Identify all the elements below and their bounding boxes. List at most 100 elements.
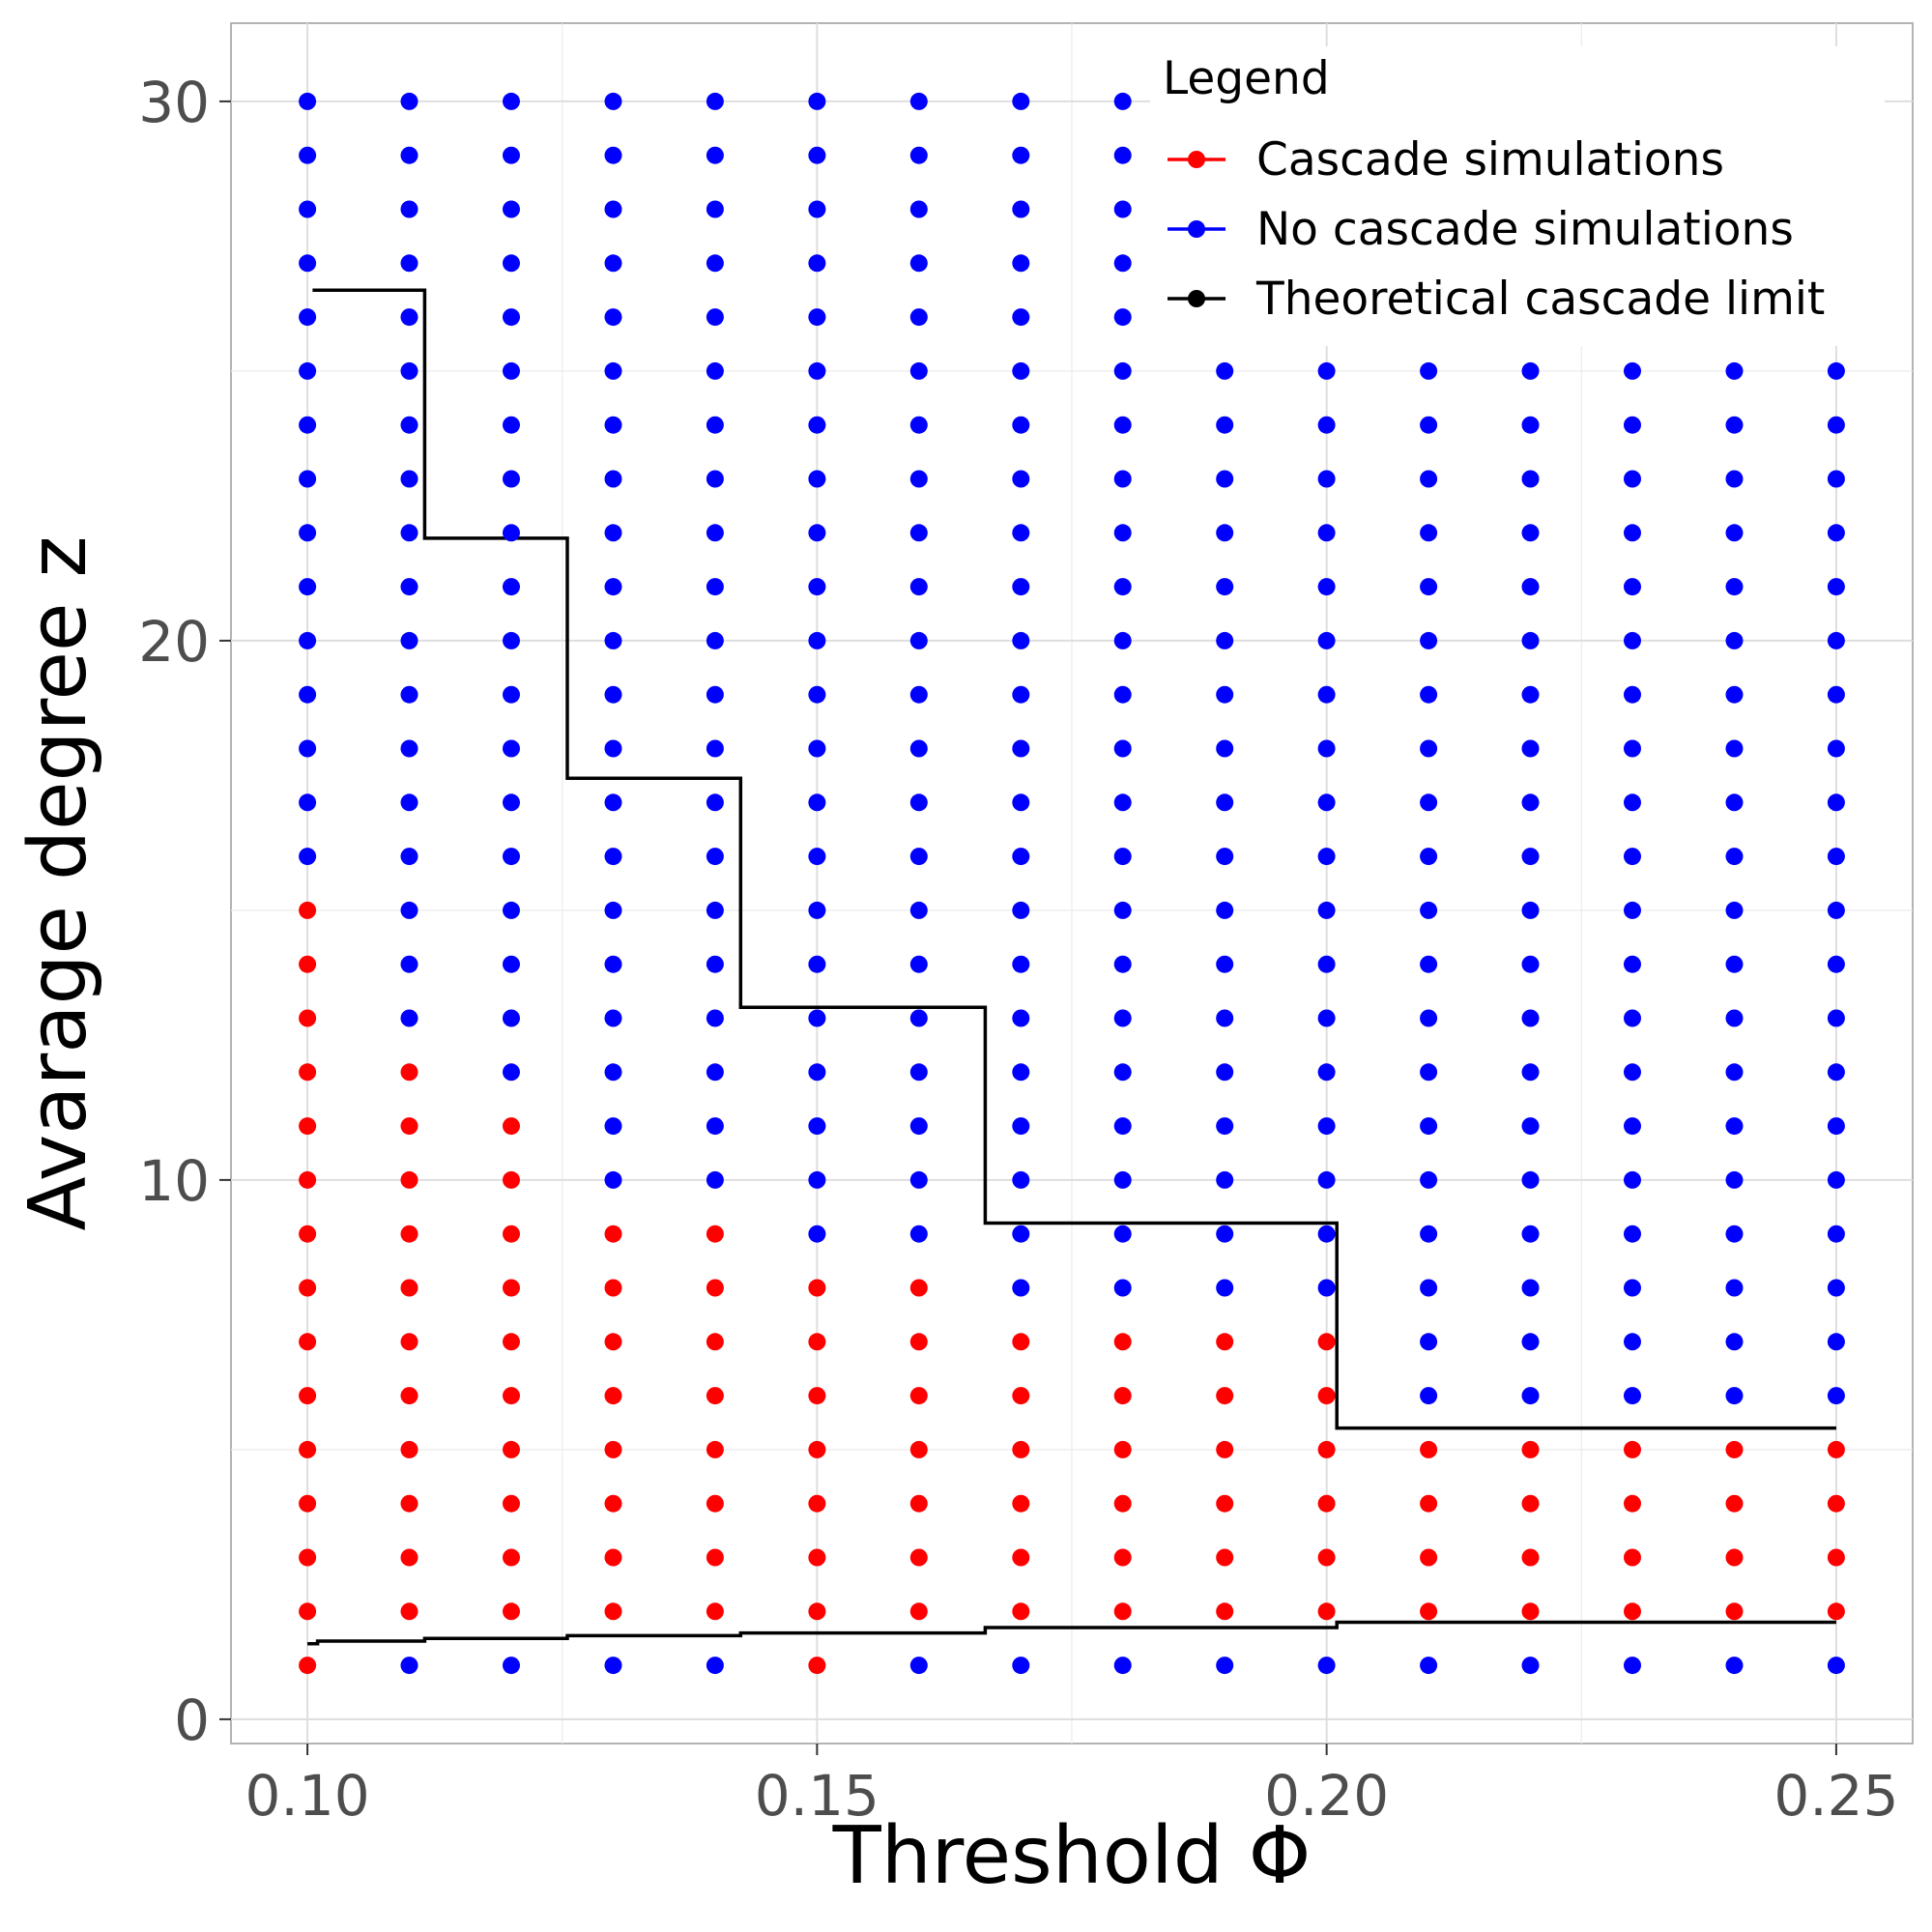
no-cascade-point	[1216, 1170, 1234, 1189]
cascade-point	[1012, 1387, 1030, 1405]
no-cascade-point	[1624, 848, 1641, 866]
no-cascade-point	[1420, 578, 1438, 596]
no-cascade-point	[400, 200, 418, 218]
axis-tick-labels: 0.10 0.15 0.20 0.25 0 10 20 30	[138, 70, 1898, 1829]
cascade-point	[604, 1225, 622, 1243]
no-cascade-point	[1827, 848, 1845, 866]
cascade-point	[1317, 1494, 1336, 1513]
no-cascade-point	[1012, 1225, 1030, 1243]
no-cascade-point	[1827, 416, 1845, 434]
no-cascade-point	[1725, 416, 1744, 434]
no-cascade-point	[400, 1657, 418, 1675]
cascade-point	[604, 1494, 622, 1513]
x-axis-title: Threshold Φ	[832, 1810, 1312, 1902]
no-cascade-point	[1317, 955, 1336, 973]
no-cascade-point	[1624, 524, 1641, 542]
no-cascade-point	[604, 1117, 622, 1136]
legend-label-cascade: Cascade simulations	[1256, 133, 1724, 187]
no-cascade-point	[1521, 1279, 1540, 1297]
no-cascade-point	[1827, 524, 1845, 542]
cascade-point	[400, 1279, 418, 1297]
no-cascade-point	[1827, 1333, 1845, 1351]
cascade-point	[1624, 1548, 1641, 1567]
no-cascade-point	[1420, 361, 1438, 380]
no-cascade-point	[400, 848, 418, 866]
no-cascade-point	[1521, 631, 1540, 649]
no-cascade-point	[299, 685, 317, 704]
no-cascade-point	[1725, 361, 1744, 380]
no-cascade-point	[299, 416, 317, 434]
cascade-point	[1827, 1440, 1845, 1458]
cascade-point	[1317, 1548, 1336, 1567]
no-cascade-point	[1012, 254, 1030, 273]
cascade-point	[400, 1387, 418, 1405]
no-cascade-point	[1012, 1170, 1030, 1189]
cascade-point	[1216, 1387, 1234, 1405]
cascade-point	[706, 1333, 724, 1351]
no-cascade-point	[1012, 901, 1030, 919]
cascade-point	[1113, 1387, 1132, 1405]
cascade-point	[808, 1440, 826, 1458]
no-cascade-point	[1216, 901, 1234, 919]
no-cascade-point	[909, 1657, 928, 1675]
no-cascade-point	[1113, 524, 1132, 542]
cascade-point	[706, 1225, 724, 1243]
no-cascade-point	[1827, 793, 1845, 812]
no-cascade-point	[706, 1009, 724, 1027]
no-cascade-point	[1725, 1117, 1744, 1136]
no-cascade-point	[1317, 685, 1336, 704]
no-cascade-point	[1113, 1009, 1132, 1027]
no-cascade-point	[400, 308, 418, 327]
no-cascade-point	[1216, 793, 1234, 812]
no-cascade-point	[1012, 955, 1030, 973]
no-cascade-point	[1420, 524, 1438, 542]
no-cascade-point	[1216, 416, 1234, 434]
no-cascade-point	[1317, 739, 1336, 758]
no-cascade-point	[1113, 92, 1132, 110]
cascade-point	[400, 1548, 418, 1567]
no-cascade-point	[1012, 524, 1030, 542]
no-cascade-point	[1012, 1279, 1030, 1297]
no-cascade-point	[503, 578, 520, 596]
no-cascade-point	[1420, 739, 1438, 758]
cascade-point	[1113, 1333, 1132, 1351]
no-cascade-point	[909, 92, 928, 110]
cascade-point	[400, 1440, 418, 1458]
cascade-point	[299, 1009, 317, 1027]
no-cascade-point	[503, 254, 520, 273]
cascade-point	[1113, 1494, 1132, 1513]
no-cascade-point	[400, 1009, 418, 1027]
no-cascade-point	[909, 793, 928, 812]
x-tick-label: 0.20	[1264, 1763, 1389, 1829]
cascade-point	[706, 1387, 724, 1405]
no-cascade-point	[1012, 361, 1030, 380]
no-cascade-point	[909, 1225, 928, 1243]
no-cascade-point	[299, 200, 317, 218]
cascade-point	[1317, 1387, 1336, 1405]
no-cascade-point	[1317, 848, 1336, 866]
legend-key-point-cascade	[1188, 151, 1205, 168]
no-cascade-point	[503, 955, 520, 973]
cascade-limit-upper-line	[312, 288, 1836, 1430]
no-cascade-point	[1624, 793, 1641, 812]
cascade-point	[1624, 1440, 1641, 1458]
cascade-point	[299, 1279, 317, 1297]
no-cascade-point	[1827, 955, 1845, 973]
no-cascade-point	[1012, 200, 1030, 218]
no-cascade-point	[503, 793, 520, 812]
no-cascade-point	[1113, 146, 1132, 164]
no-cascade-point	[1827, 685, 1845, 704]
cascade-point	[604, 1387, 622, 1405]
no-cascade-point	[1012, 1009, 1030, 1027]
cascade-point	[1420, 1440, 1438, 1458]
no-cascade-point	[706, 308, 724, 327]
cascade-point	[1624, 1602, 1641, 1621]
no-cascade-point	[604, 955, 622, 973]
no-cascade-point	[604, 1657, 622, 1675]
cascade-point	[1420, 1548, 1438, 1567]
no-cascade-point	[1624, 955, 1641, 973]
no-cascade-point	[1624, 1387, 1641, 1405]
cascade-point	[400, 1494, 418, 1513]
cascade-point	[1012, 1440, 1030, 1458]
cascade-point	[808, 1657, 826, 1675]
